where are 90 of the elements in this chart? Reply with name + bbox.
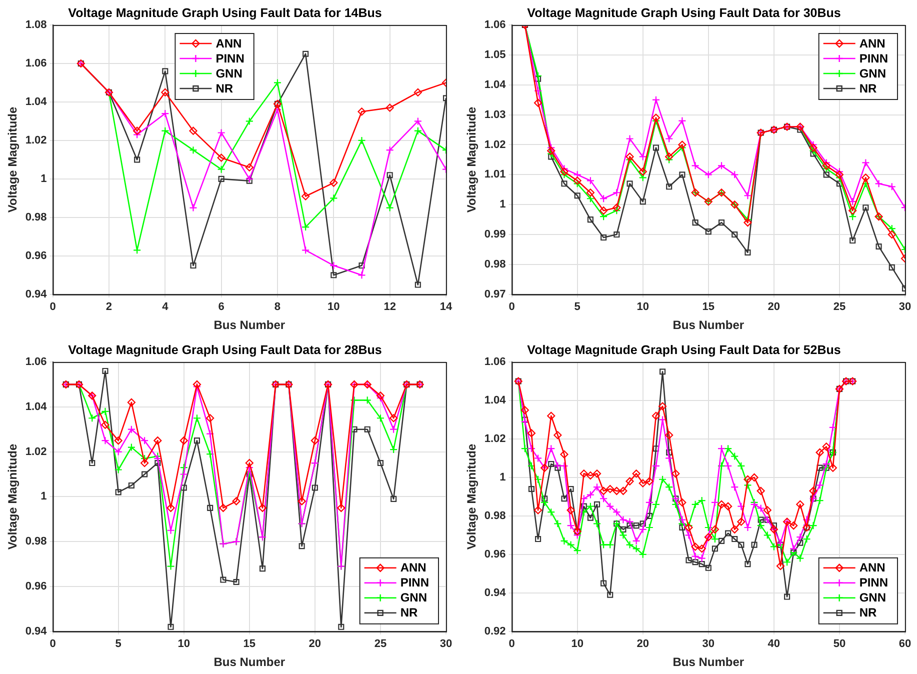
y-tick-label: 0.99: [484, 228, 506, 241]
x-tick-label: 10: [178, 638, 190, 650]
legend-label: ANN: [859, 560, 886, 575]
x-tick-label: 5: [115, 638, 122, 650]
y-tick-label: 1.02: [484, 433, 506, 446]
x-tick-label: 12: [384, 301, 396, 314]
x-tick-label: 0: [508, 301, 515, 314]
legend-label: GNN: [216, 66, 242, 80]
y-tick-label: 1.04: [484, 394, 507, 407]
y-tick-label: 1.02: [484, 138, 506, 151]
x-axis-title: Bus Number: [672, 655, 744, 670]
legend-label: PINN: [859, 51, 888, 66]
x-tick-label: 40: [768, 638, 780, 650]
y-tick-label: 0.94: [25, 625, 48, 638]
x-tick-label: 10: [571, 638, 584, 650]
y-tick-label: 0.96: [25, 250, 47, 262]
y-tick-label: 1.04: [25, 96, 48, 108]
y-tick-label: 1.06: [25, 58, 47, 70]
y-tick-label: 1.05: [484, 48, 506, 61]
legend-label: NR: [859, 606, 877, 620]
chart-title: Voltage Magnitude Graph Using Fault Data for 30Bus: [527, 6, 841, 20]
legend-label: NR: [859, 81, 877, 96]
y-tick-label: 1: [40, 490, 47, 503]
x-tick-label: 60: [898, 638, 912, 650]
legend-label: ANN: [400, 560, 426, 575]
x-tick-label: 20: [768, 301, 780, 314]
x-tick-label: 2: [106, 301, 112, 314]
x-axis-title: Bus Number: [672, 318, 744, 332]
x-tick-label: 6: [218, 301, 224, 314]
x-tick-label: 20: [308, 638, 322, 650]
legend-label: ANN: [216, 36, 242, 50]
y-tick-label: 0.98: [484, 510, 506, 522]
y-tick-label: 1.02: [25, 134, 47, 146]
x-tick-label: 10: [328, 301, 340, 314]
chart-title: Voltage Magnitude Graph Using Fault Data for 52Bus: [527, 342, 841, 357]
y-tick-label: 1.06: [484, 19, 506, 32]
legend-label: ANN: [859, 36, 886, 50]
y-axis-title: Voltage Magnitude: [464, 443, 479, 550]
y-tick-label: 1.08: [25, 19, 47, 32]
x-tick-label: 14: [440, 301, 453, 314]
x-tick-label: 0: [508, 638, 515, 650]
chart-title: Voltage Magnitude Graph Using Fault Data for 14Bus: [68, 6, 382, 20]
x-tick-label: 5: [574, 301, 580, 314]
y-tick-label: 0.98: [25, 211, 47, 224]
y-tick-label: 1: [500, 198, 506, 211]
y-tick-label: 1: [500, 471, 506, 484]
legend-label: GNN: [400, 590, 427, 605]
x-tick-label: 15: [243, 638, 256, 650]
y-tick-label: 1.06: [25, 356, 47, 368]
x-tick-label: 0: [50, 301, 56, 314]
x-tick-label: 30: [898, 301, 912, 314]
x-axis-title: Bus Number: [214, 655, 286, 670]
y-axis-title: Voltage Magnitude: [6, 106, 20, 213]
x-tick-label: 25: [374, 638, 387, 650]
x-axis-title: Bus Number: [214, 318, 286, 332]
y-tick-label: 0.96: [25, 580, 47, 593]
y-axis-title: Voltage Magnitude: [464, 106, 479, 213]
x-tick-label: 20: [636, 638, 649, 650]
x-tick-label: 0: [50, 638, 56, 650]
x-tick-label: 30: [702, 638, 715, 650]
x-tick-label: 10: [636, 301, 649, 314]
x-tick-label: 8: [274, 301, 281, 314]
legend-label: PINN: [216, 51, 244, 66]
y-tick-label: 0.98: [484, 258, 506, 270]
y-tick-label: 0.94: [484, 586, 507, 599]
y-tick-label: 0.96: [484, 548, 506, 560]
y-tick-label: 0.97: [484, 288, 506, 300]
y-tick-label: 0.92: [484, 625, 506, 638]
x-tick-label: 25: [833, 301, 846, 314]
y-tick-label: 0.98: [25, 536, 47, 548]
legend-label: PINN: [859, 576, 888, 590]
legend-label: PINN: [400, 576, 429, 590]
chart-title: Voltage Magnitude Graph Using Fault Data for 28Bus: [68, 342, 382, 357]
legend-label: GNN: [859, 590, 886, 605]
y-tick-label: 1.06: [484, 356, 506, 368]
y-tick-label: 1.01: [484, 168, 506, 181]
legend-label: NR: [216, 81, 234, 96]
x-tick-label: 4: [162, 301, 170, 314]
legend-label: GNN: [859, 66, 886, 80]
y-tick-label: 1.04: [25, 400, 48, 413]
legend-label: NR: [400, 606, 418, 620]
x-tick-label: 50: [833, 638, 846, 650]
y-axis-title: Voltage Magnitude: [6, 443, 20, 550]
y-tick-label: 1.04: [484, 78, 507, 91]
y-tick-label: 0.94: [25, 288, 48, 300]
x-tick-label: 30: [440, 638, 452, 650]
x-tick-label: 15: [702, 301, 715, 314]
y-tick-label: 1.03: [484, 108, 506, 121]
y-tick-label: 1: [40, 172, 47, 185]
y-tick-label: 1.02: [25, 446, 47, 458]
